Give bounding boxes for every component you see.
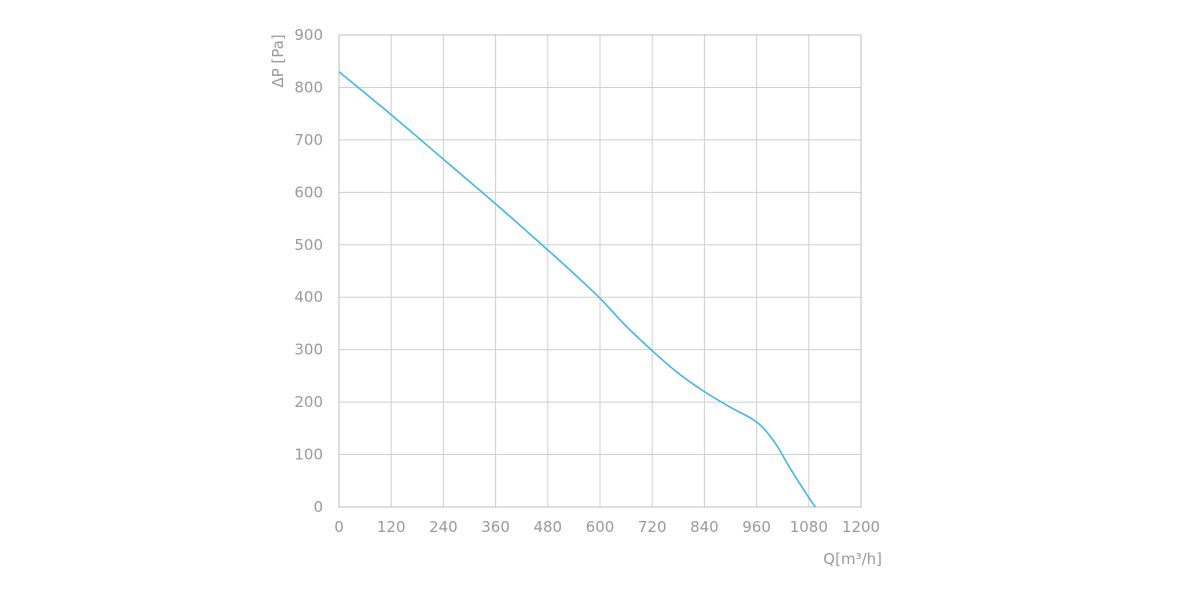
y-tick-label: 300 (294, 341, 323, 359)
plot-border (338, 34, 862, 508)
x-tick-label: 480 (533, 518, 562, 536)
pressure-flow-curve (338, 71, 816, 508)
plot-frame (338, 34, 862, 508)
x-tick-label: 240 (429, 518, 458, 536)
x-tick-label: 840 (690, 518, 719, 536)
y-tick-label: 0 (313, 498, 323, 516)
y-tick-label: 100 (294, 446, 323, 464)
grid (339, 35, 861, 507)
y-tick-label: 900 (294, 26, 323, 44)
x-tick-label: 360 (481, 518, 510, 536)
y-tick-label: 500 (294, 236, 323, 254)
x-tick-label: 1080 (790, 518, 828, 536)
y-axis-label: ΔP [Pa] (269, 34, 287, 87)
x-axis-label: Q[m³/h] (823, 550, 882, 568)
x-tick-labels: 0 120 240 360 480 600 720 840 960 1080 1200 (334, 518, 880, 536)
x-tick-label: 0 (334, 518, 344, 536)
x-tick-label: 720 (638, 518, 667, 536)
y-tick-labels: 0 100 200 300 400 500 600 700 800 900 (294, 26, 323, 516)
y-tick-label: 200 (294, 393, 323, 411)
y-tick-label: 600 (294, 183, 323, 201)
x-tick-label: 1200 (842, 518, 880, 536)
x-tick-label: 120 (377, 518, 406, 536)
x-tick-label: 960 (742, 518, 771, 536)
x-tick-label: 600 (586, 518, 615, 536)
series-group (338, 71, 816, 508)
y-tick-label: 800 (294, 78, 323, 96)
y-tick-label: 700 (294, 131, 323, 149)
y-tick-label: 400 (294, 288, 323, 306)
